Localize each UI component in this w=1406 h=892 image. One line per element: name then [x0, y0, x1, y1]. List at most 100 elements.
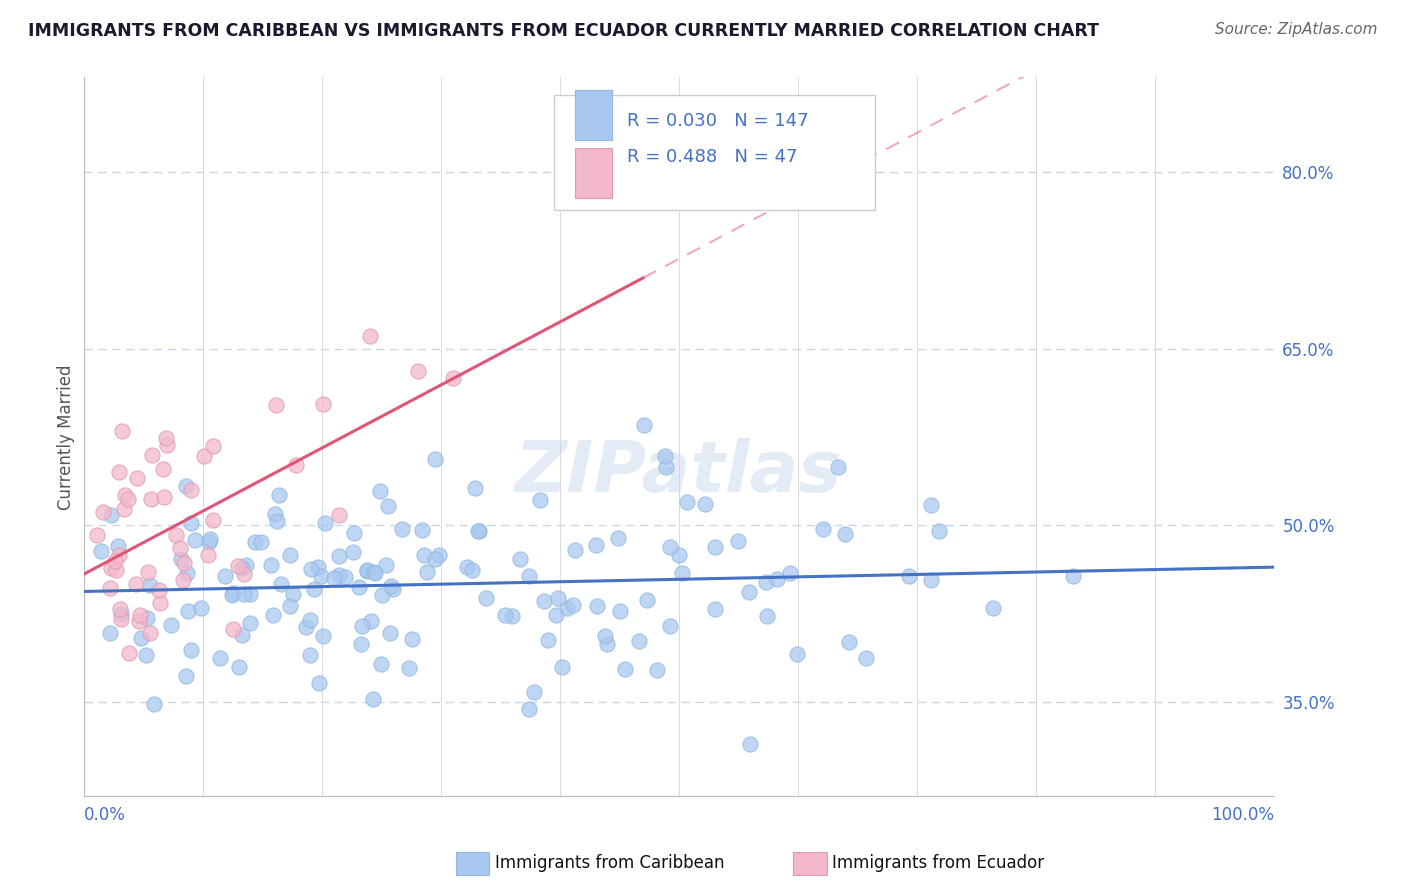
Point — [170, 552, 193, 566]
Point — [91, 505, 114, 519]
Point — [299, 614, 322, 628]
Point — [233, 587, 256, 601]
Point — [636, 592, 658, 607]
Point — [381, 582, 404, 597]
Point — [350, 637, 373, 651]
Point — [703, 540, 725, 554]
Point — [645, 664, 668, 678]
FancyBboxPatch shape — [554, 95, 875, 211]
Point — [322, 571, 344, 585]
Point — [201, 438, 224, 452]
Point — [586, 599, 609, 614]
Point — [104, 563, 127, 577]
Point — [201, 513, 224, 527]
Point — [90, 544, 112, 558]
Point — [184, 533, 207, 547]
Point — [180, 643, 202, 657]
Point — [139, 578, 162, 592]
Point — [153, 490, 176, 504]
Point — [834, 526, 856, 541]
Point — [533, 594, 555, 608]
Point — [456, 559, 478, 574]
Point — [755, 574, 778, 589]
Point — [226, 558, 249, 573]
Point — [108, 465, 131, 479]
Point — [596, 637, 619, 651]
Point — [264, 508, 287, 522]
Point — [111, 424, 134, 438]
Point — [441, 371, 464, 385]
Point — [415, 565, 437, 579]
Point — [117, 647, 139, 661]
Point — [368, 484, 391, 499]
Point — [180, 483, 202, 497]
Point — [509, 552, 531, 566]
Point — [314, 516, 336, 530]
Point — [704, 601, 727, 615]
Point — [245, 535, 267, 549]
Point — [811, 523, 834, 537]
Point — [356, 563, 378, 577]
Point — [86, 528, 108, 542]
Point — [260, 558, 283, 572]
Text: IMMIGRANTS FROM CARIBBEAN VS IMMIGRANTS FROM ECUADOR CURRENTLY MARRIED CORRELATI: IMMIGRANTS FROM CARIBBEAN VS IMMIGRANTS … — [28, 22, 1099, 40]
Point — [117, 492, 139, 507]
Point — [343, 526, 366, 541]
Point — [406, 364, 429, 378]
Point — [198, 535, 221, 549]
Point — [537, 632, 560, 647]
Point — [125, 471, 148, 485]
Point — [148, 583, 170, 598]
Point — [139, 625, 162, 640]
Point — [464, 481, 486, 495]
Point — [898, 569, 921, 583]
Point — [475, 591, 498, 606]
Point — [328, 508, 350, 523]
Point — [110, 607, 132, 621]
Point — [312, 397, 335, 411]
Point — [349, 580, 371, 594]
Point — [141, 491, 163, 506]
Point — [108, 548, 131, 562]
Point — [267, 488, 290, 502]
Point — [529, 493, 551, 508]
Point — [239, 616, 262, 631]
Point — [302, 582, 325, 597]
Point — [356, 564, 378, 578]
Point — [361, 691, 384, 706]
Point — [350, 618, 373, 632]
Point — [165, 528, 187, 542]
Point — [177, 604, 200, 618]
Point — [100, 561, 122, 575]
Point — [695, 497, 717, 511]
Point — [221, 586, 243, 600]
Text: Immigrants from Caribbean: Immigrants from Caribbean — [495, 855, 724, 872]
Point — [364, 566, 387, 580]
Point — [981, 601, 1004, 615]
Point — [228, 660, 250, 674]
Point — [928, 524, 950, 538]
Point — [262, 607, 284, 622]
Point — [779, 566, 801, 580]
Point — [152, 461, 174, 475]
Point — [740, 737, 762, 751]
Point — [547, 591, 569, 605]
Point — [328, 568, 350, 582]
Point — [370, 657, 392, 672]
Point — [755, 609, 778, 624]
Point — [285, 458, 308, 473]
Point — [607, 531, 630, 545]
Point — [375, 558, 398, 572]
Point — [360, 614, 382, 628]
Text: ZIPatlas: ZIPatlas — [515, 438, 842, 508]
Point — [1062, 568, 1084, 582]
Point — [627, 634, 650, 648]
Point — [233, 567, 256, 582]
Point — [172, 573, 194, 587]
Point — [461, 563, 484, 577]
Point — [550, 659, 572, 673]
Point — [668, 548, 690, 562]
Point — [633, 418, 655, 433]
Point — [110, 602, 132, 616]
Point — [309, 569, 332, 583]
